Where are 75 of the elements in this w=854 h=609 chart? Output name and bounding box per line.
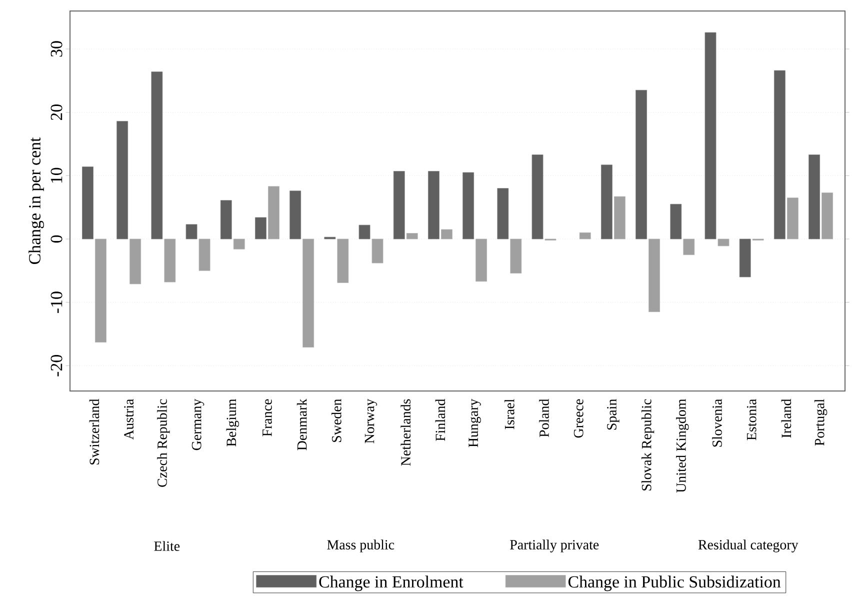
x-tick-label: Portugal [814, 399, 828, 446]
x-tick-label: United Kingdom [676, 398, 689, 493]
bar [579, 232, 591, 240]
bar [428, 171, 440, 240]
y-tick-label: 10 [50, 168, 62, 183]
x-tick-label: Germany [192, 398, 204, 450]
bar [822, 192, 833, 240]
bar [220, 200, 232, 240]
bar [718, 238, 730, 246]
bar [808, 154, 820, 240]
text: Mass public [327, 540, 394, 552]
bar [151, 72, 163, 240]
bar [601, 164, 612, 240]
x-tick-label: Czech Republic [157, 399, 170, 487]
bar [462, 172, 474, 240]
y-axis-title: Change in per cent [28, 137, 44, 264]
x-tick-label: Spain [607, 398, 620, 430]
bar [406, 233, 418, 240]
x-tick-label: Hungary [468, 398, 481, 448]
bar [233, 238, 245, 250]
x-tick-label: Slovak Republic [641, 399, 654, 490]
bar [116, 120, 128, 240]
y-tick-label: 30 [50, 41, 62, 57]
y-tick-label: -20 [50, 355, 62, 376]
x-tick-label: France [262, 399, 272, 436]
x-tick-label: Greece [574, 399, 584, 438]
bar [290, 190, 302, 240]
x-tick-label: Ireland [781, 398, 792, 438]
x-tick-label: Finland [435, 398, 446, 441]
legend-label: Change in Enrolment [319, 576, 464, 592]
y-tick-label: 20 [50, 104, 62, 120]
x-tick-label: Poland [539, 398, 549, 438]
bar [670, 204, 682, 240]
bar [497, 188, 509, 240]
bar [532, 154, 544, 240]
bar [774, 70, 786, 240]
bar [198, 238, 210, 271]
bar [476, 238, 488, 282]
bar [704, 32, 716, 240]
y-tick-label: -10 [50, 292, 62, 313]
x-tick-label: Slovenia [712, 398, 722, 447]
bar [441, 229, 452, 240]
bar [786, 198, 798, 240]
bar [95, 238, 106, 342]
bar [648, 238, 660, 312]
bar [636, 90, 648, 240]
bar [358, 224, 370, 240]
text: Partially private [510, 540, 599, 552]
x-tick-label: Denmark [296, 398, 307, 450]
x-tick-label: Estonia [746, 398, 756, 440]
text: Elite [154, 541, 180, 551]
bar [510, 238, 522, 274]
bar [739, 238, 751, 278]
bar [302, 238, 314, 348]
bar [82, 166, 94, 240]
bar [268, 186, 280, 240]
bar [255, 217, 266, 240]
x-tick-label: Sweden [332, 398, 342, 442]
bar [372, 238, 384, 264]
x-tick-label: Austria [124, 398, 134, 440]
bar [186, 224, 198, 240]
bar [683, 238, 695, 256]
x-tick-label: Belgium [226, 398, 239, 446]
bar [393, 171, 405, 240]
x-tick-label: Switzerland [89, 398, 100, 464]
x-tick-label: Israel [504, 399, 514, 430]
bar [164, 238, 176, 282]
bar [130, 238, 142, 284]
text: Residual category [698, 540, 798, 552]
bar [337, 238, 349, 283]
x-tick-label: Norway [364, 398, 378, 444]
bar [614, 196, 626, 240]
y-tick-label: 0 [50, 235, 62, 243]
x-tick-label: Netherlands [400, 399, 411, 466]
legend-label: Change in Public Subsidization [568, 576, 781, 592]
